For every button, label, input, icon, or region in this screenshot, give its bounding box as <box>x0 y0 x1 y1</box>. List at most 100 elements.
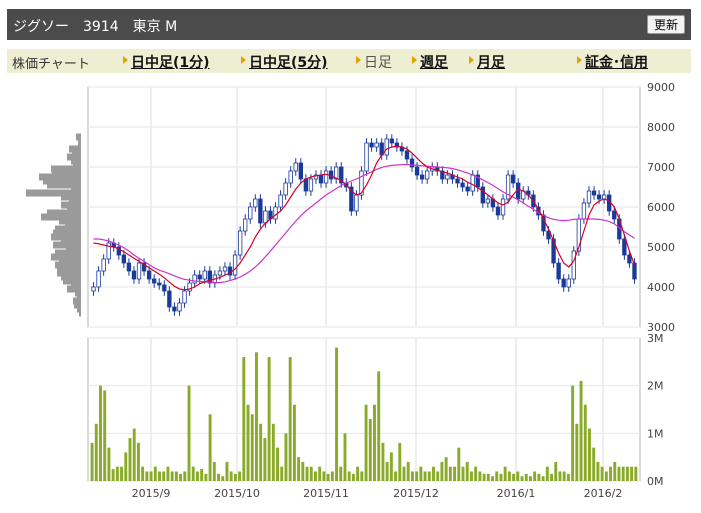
volume-bar <box>343 433 347 481</box>
volume-bar <box>166 466 170 481</box>
x-tick-label: 2015/12 <box>393 487 439 500</box>
arrow-right-icon <box>123 56 128 64</box>
candle-body <box>556 262 561 280</box>
candle-body <box>419 174 425 180</box>
volume-bar <box>141 466 145 481</box>
volume-bar <box>238 471 242 481</box>
price-histogram-bar <box>41 213 81 221</box>
candle-body <box>91 286 96 292</box>
price-histogram-bar <box>67 285 81 293</box>
candle-body <box>374 142 379 148</box>
price-histogram-bar <box>78 141 81 149</box>
candle-body <box>172 306 177 312</box>
candle-body <box>258 198 263 224</box>
volume-bar <box>229 471 233 481</box>
nav-link-weekly[interactable]: 週足 <box>420 55 448 71</box>
volume-bar <box>537 473 541 481</box>
candle-body <box>303 178 309 192</box>
volume-bar <box>550 473 553 481</box>
volume-bar <box>600 466 604 481</box>
volume-tick-label: 0M <box>647 475 664 488</box>
price-histogram-bar <box>65 221 81 229</box>
nav-link-monthly[interactable]: 月足 <box>477 55 505 71</box>
price-histogram-bar <box>69 197 81 205</box>
candle-body <box>253 198 258 208</box>
candle-body <box>440 170 445 180</box>
volume-bar <box>579 380 583 481</box>
volume-bar <box>162 471 166 481</box>
volume-plot-area <box>87 337 641 482</box>
price-histogram-bar <box>77 293 81 301</box>
volume-bar <box>562 471 566 481</box>
volume-bar <box>90 442 94 481</box>
price-tick-label: 3000 <box>647 321 675 334</box>
volume-bar <box>474 466 478 481</box>
volume-bar <box>221 476 225 481</box>
volume-bar <box>533 471 537 481</box>
volume-bar <box>351 473 355 481</box>
price-histogram-bar <box>53 229 81 237</box>
candle-body <box>293 162 298 172</box>
volume-bar <box>179 473 183 481</box>
volume-bar <box>204 473 208 481</box>
volume-bar <box>465 461 469 481</box>
price-histogram-bar <box>66 245 81 253</box>
volume-bar <box>217 473 220 481</box>
volume-bar <box>200 469 204 481</box>
x-tick-label: 2015/9 <box>132 487 171 500</box>
price-histogram-bar <box>47 181 81 189</box>
volume-bar <box>94 423 98 481</box>
volume-bar <box>174 471 178 481</box>
refresh-button[interactable]: 更新 <box>647 15 685 34</box>
volume-bar <box>195 471 199 481</box>
volume-bar <box>356 466 360 481</box>
x-tick-label: 2016/2 <box>584 487 623 500</box>
candle-body <box>495 206 501 216</box>
volume-bar <box>406 461 410 481</box>
price-histogram-bar <box>69 145 81 153</box>
volume-bar <box>389 452 393 481</box>
volume-bar <box>440 461 444 481</box>
candle-body <box>354 194 359 212</box>
candle-body <box>480 186 485 204</box>
arrow-right-icon <box>241 56 246 64</box>
price-histogram-bar <box>61 193 81 201</box>
candle-body <box>232 254 238 276</box>
stock-title: ジグソー 3914 東京 M <box>13 19 178 35</box>
price-histogram-bar <box>55 249 81 257</box>
volume-bar <box>444 457 448 481</box>
candle-body <box>505 174 511 200</box>
volume-bar <box>503 466 507 481</box>
price-histogram-bar <box>77 305 81 313</box>
price-histogram-bar <box>67 205 81 213</box>
price-histogram-bar <box>71 281 81 289</box>
nav-link-intraday-5min[interactable]: 日中足(5分) <box>249 55 328 71</box>
price-histogram-bar <box>59 257 81 265</box>
volume-bar <box>335 347 339 481</box>
price-histogram-bar <box>39 173 81 181</box>
candle-body <box>141 262 147 272</box>
price-histogram-bar <box>76 133 81 141</box>
volume-bar <box>499 473 503 481</box>
nav-link-intraday-1min[interactable]: 日中足(1分) <box>131 55 210 71</box>
candle-body <box>152 278 157 284</box>
volume-bar <box>145 471 149 481</box>
candle-body <box>551 238 556 264</box>
candle-body <box>167 290 172 308</box>
arrow-right-icon <box>577 56 582 64</box>
nav-item-daily: 日足 <box>364 55 392 71</box>
price-histogram-bar <box>43 177 81 185</box>
volume-bar <box>267 357 271 481</box>
volume-tick-label: 2M <box>647 380 664 393</box>
candle-body <box>126 262 132 272</box>
volume-bar <box>613 461 617 481</box>
volume-bar <box>314 471 317 481</box>
nav-link-margin[interactable]: 証金･信用 <box>585 55 648 71</box>
candle-body <box>339 166 344 184</box>
candle-body <box>475 174 480 188</box>
price-histogram-bar <box>47 209 81 217</box>
candle-body <box>369 142 374 148</box>
volume-bar <box>609 466 613 481</box>
volume-tick-label: 1M <box>647 427 664 440</box>
volume-bar <box>330 471 334 481</box>
